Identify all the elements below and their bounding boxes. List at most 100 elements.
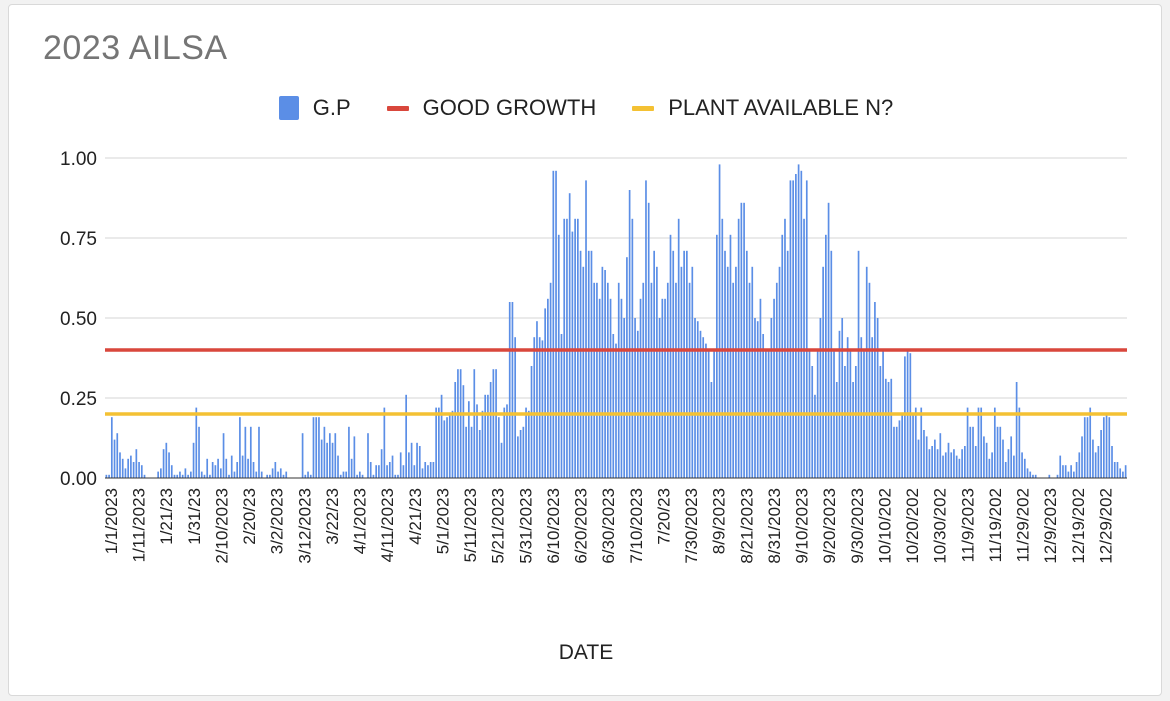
gp-bar bbox=[239, 417, 241, 478]
gp-bar bbox=[424, 462, 427, 478]
x-tick-label: 2/20/23 bbox=[240, 488, 259, 545]
gp-bar bbox=[470, 426, 473, 478]
gp-bar bbox=[135, 449, 138, 478]
gp-bar bbox=[1056, 474, 1059, 478]
gp-bar bbox=[675, 282, 677, 478]
gp-bar bbox=[715, 234, 718, 478]
gp-bar bbox=[552, 170, 555, 479]
x-tick-label: 9/30/2023 bbox=[848, 488, 867, 564]
gp-bar bbox=[876, 318, 879, 478]
gp-bar bbox=[110, 417, 113, 478]
gp-bar bbox=[898, 420, 901, 478]
gp-bar bbox=[418, 446, 421, 478]
gp-bar bbox=[854, 366, 857, 478]
gp-bar bbox=[326, 442, 328, 478]
gp-bar bbox=[405, 394, 407, 478]
gp-bar bbox=[636, 330, 639, 478]
gp-bar bbox=[252, 462, 255, 478]
gp-bar bbox=[530, 366, 533, 478]
x-tick-label: 5/11/2023 bbox=[461, 488, 480, 562]
gp-bar bbox=[686, 250, 688, 478]
legend-label-good-growth: GOOD GROWTH bbox=[422, 95, 597, 120]
gp-bar bbox=[1013, 455, 1015, 478]
gp-bar bbox=[487, 394, 489, 478]
gp-bar bbox=[1078, 452, 1081, 478]
gp-bar bbox=[222, 433, 225, 478]
legend-item-gp[interactable]: G.P bbox=[278, 95, 351, 121]
gp-bar bbox=[421, 468, 424, 478]
x-tick-label: 4/21/23 bbox=[406, 488, 425, 545]
gp-bar bbox=[724, 250, 726, 478]
gp-bar bbox=[258, 426, 260, 478]
gp-bar bbox=[735, 266, 737, 478]
gp-bar bbox=[974, 446, 977, 478]
gp-bar bbox=[879, 366, 882, 478]
gp-bar bbox=[871, 337, 874, 478]
gp-bar bbox=[942, 455, 944, 478]
chart-legend: G.P GOOD GROWTH PLANT AVAILABLE N? bbox=[9, 93, 1163, 123]
x-tick-label: 3/12/2023 bbox=[295, 488, 314, 564]
gp-bar bbox=[1094, 452, 1097, 478]
gp-bar bbox=[953, 449, 955, 478]
gp-bar bbox=[972, 426, 974, 478]
gp-bar bbox=[1048, 474, 1051, 478]
gp-bar bbox=[743, 202, 745, 479]
gp-bar bbox=[121, 458, 124, 478]
gp-bar bbox=[255, 471, 258, 478]
gp-bar bbox=[116, 433, 119, 478]
gp-bar bbox=[1108, 417, 1111, 478]
gp-bar bbox=[1010, 436, 1013, 478]
x-tick-label: 10/20/202 bbox=[903, 488, 922, 564]
x-tick-label: 10/10/202 bbox=[875, 488, 894, 564]
gp-bar bbox=[476, 404, 478, 478]
gp-bar bbox=[890, 378, 893, 478]
gp-bar bbox=[1026, 468, 1029, 478]
gp-bar bbox=[527, 410, 530, 478]
gp-bar bbox=[628, 190, 631, 478]
gp-bar bbox=[669, 234, 672, 478]
gp-bar bbox=[465, 426, 467, 478]
gp-bar bbox=[958, 458, 961, 478]
gp-bar bbox=[173, 474, 176, 478]
gp-bar bbox=[814, 394, 816, 478]
gp-bar bbox=[214, 465, 217, 478]
gp-bar bbox=[541, 340, 544, 478]
gp-bar bbox=[893, 426, 895, 478]
x-tick-label: 1/31/23 bbox=[185, 488, 204, 545]
gp-bar bbox=[988, 458, 991, 478]
gp-bar bbox=[143, 474, 146, 478]
gp-bar bbox=[1018, 407, 1021, 478]
gp-bar bbox=[626, 257, 628, 478]
gp-bar bbox=[130, 455, 132, 478]
gp-bar bbox=[457, 369, 459, 478]
gp-bar bbox=[236, 462, 239, 478]
gp-bar bbox=[756, 321, 759, 478]
gp-bar bbox=[190, 471, 192, 478]
gp-bar bbox=[778, 266, 781, 478]
gp-bar bbox=[887, 382, 890, 478]
gp-bar bbox=[358, 471, 361, 478]
gp-bar bbox=[443, 420, 446, 478]
gp-bar bbox=[408, 452, 410, 478]
gp-bar bbox=[538, 337, 541, 478]
gp-bar bbox=[500, 442, 503, 478]
gp-bar bbox=[966, 407, 969, 478]
gp-bar bbox=[664, 298, 666, 478]
gp-bar bbox=[645, 180, 647, 478]
gp-bar bbox=[999, 426, 1002, 478]
chart-card: 2023 AILSA G.P GOOD GROWTH PLANT AVAILAB… bbox=[8, 4, 1162, 696]
x-tick-label: 8/21/2023 bbox=[737, 488, 756, 564]
gp-bar bbox=[1092, 439, 1094, 478]
gp-bar bbox=[124, 468, 127, 478]
x-tick-label: 7/10/2023 bbox=[627, 488, 646, 564]
gp-bar bbox=[914, 407, 917, 478]
gp-bar bbox=[699, 330, 702, 478]
gp-bar bbox=[413, 465, 416, 478]
gp-bar bbox=[694, 318, 696, 478]
gp-bar bbox=[233, 471, 236, 478]
gp-bar bbox=[950, 452, 953, 478]
gp-bar bbox=[230, 455, 233, 478]
legend-swatch-gp bbox=[278, 96, 299, 120]
legend-item-good-growth[interactable]: GOOD GROWTH bbox=[386, 95, 597, 121]
legend-item-plant-available[interactable]: PLANT AVAILABLE N? bbox=[632, 95, 893, 121]
